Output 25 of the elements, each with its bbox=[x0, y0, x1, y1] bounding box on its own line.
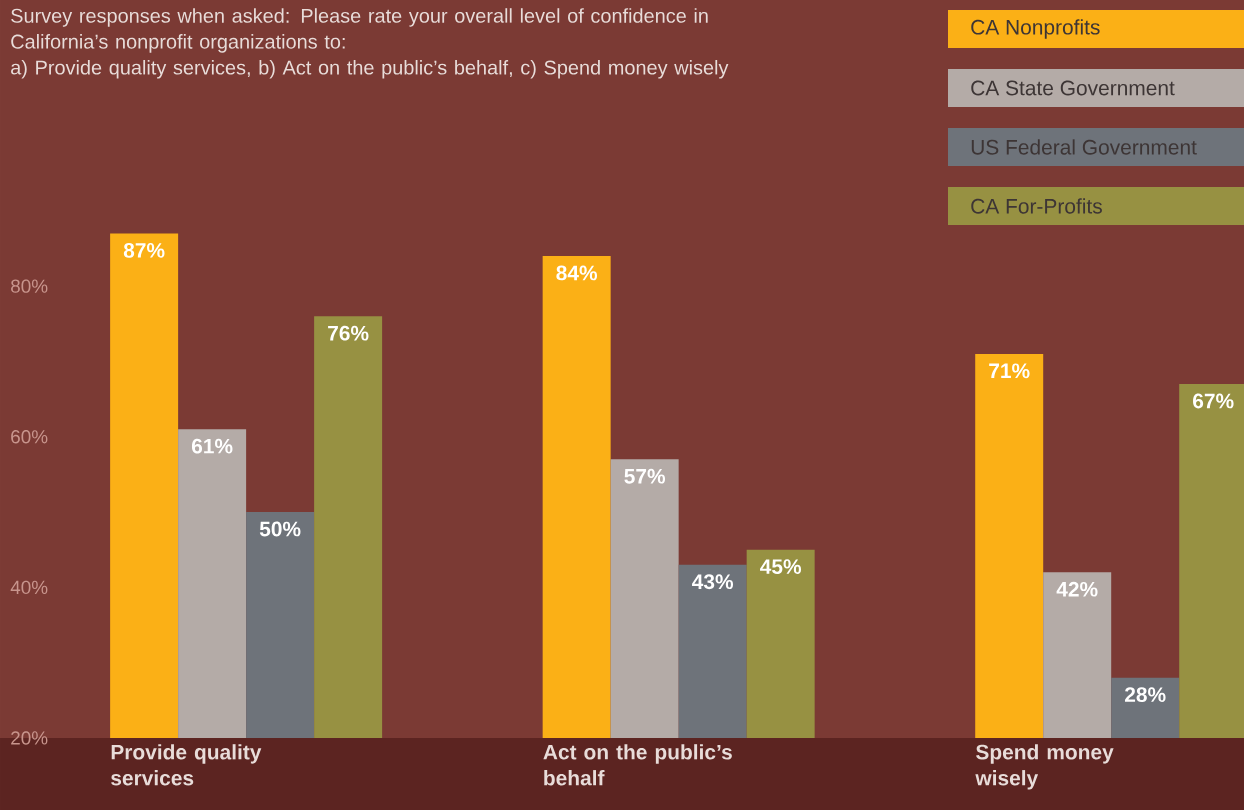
text: a) Provide quality services, b) Act on the public’s behalf, c) Spend money wisely bbox=[11, 59, 729, 79]
data-label: 76% bbox=[328, 325, 369, 341]
text: Survey responses when asked: Please rate your overall level of confidence in California’s nonprofit organizations to: bbox=[11, 8, 708, 53]
data-label: 28% bbox=[1124, 687, 1166, 703]
y-tick-label: 80% bbox=[11, 279, 48, 293]
text: CA For-Profits bbox=[971, 198, 1102, 214]
x-tick-label: Provide quality services bbox=[111, 744, 262, 786]
text: US Federal Government bbox=[971, 139, 1197, 155]
data-label: 50% bbox=[259, 521, 301, 537]
data-label: 57% bbox=[624, 468, 666, 484]
x-tick-label: Act on the public’s behalf bbox=[543, 744, 732, 786]
data-label: 61% bbox=[191, 438, 233, 454]
data-label: 42% bbox=[1056, 581, 1098, 597]
data-label: 84% bbox=[556, 265, 598, 281]
data-label: 87% bbox=[123, 242, 165, 258]
text: CA Nonprofits bbox=[971, 19, 1100, 39]
data-label: 71% bbox=[989, 363, 1030, 379]
y-tick-label: 60% bbox=[11, 430, 48, 444]
y-tick-label: 20% bbox=[11, 731, 48, 745]
y-tick-label: 40% bbox=[10, 580, 48, 595]
data-label: 67% bbox=[1193, 393, 1234, 409]
x-tick-label: Spend money wisely bbox=[975, 744, 1114, 790]
data-label: 45% bbox=[760, 559, 802, 574]
data-label: 43% bbox=[692, 574, 734, 590]
text: CA State Government bbox=[971, 80, 1175, 96]
